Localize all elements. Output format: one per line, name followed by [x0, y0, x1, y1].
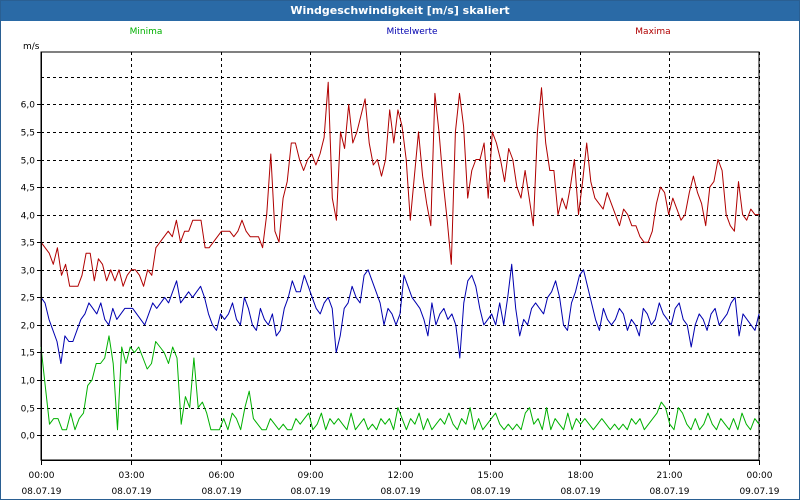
y-tick-label: 4,5 [21, 184, 35, 194]
legend-minima: Minima [130, 27, 163, 37]
x-tick-date: 08.07.19 [649, 487, 689, 497]
series-line-mittelwerte [40, 263, 760, 364]
y-tick-label: 6,0 [21, 101, 36, 111]
y-tick-label: 2,0 [21, 322, 36, 332]
axes: 0,0 0,5 1,0 1,5 2,0 2,5 3,0 3,5 4,0 4,5 5,0 5,5 6,0 0… [21, 42, 780, 497]
series-line-minima [40, 335, 760, 431]
x-tick-date: 08.07.19 [380, 487, 420, 497]
grid [40, 51, 760, 461]
chart-canvas: 0,0 0,5 1,0 1,5 2,0 2,5 3,0 3,5 4,0 4,5 5,0 5,5 6,0 0… [21, 27, 780, 497]
legend-maxima: Maxima [635, 27, 670, 37]
x-tick-date: 08.07.19 [111, 487, 151, 497]
y-tick-label: 0,5 [21, 405, 35, 415]
series-lines [40, 81, 760, 431]
x-tick-time: 09:00 [298, 471, 324, 481]
y-tick-label: 5,5 [21, 129, 35, 139]
x-tick-date: 09.07.19 [739, 487, 779, 497]
x-tick-date: 08.07.19 [560, 487, 600, 497]
x-tick-time: 03:00 [119, 471, 145, 481]
y-tick-label: 3,5 [21, 239, 35, 249]
y-tick-label: 4,0 [21, 212, 36, 222]
y-tick-label: 1,0 [21, 377, 36, 387]
x-tick-time: 21:00 [657, 471, 683, 481]
series-line-maxima [40, 81, 759, 287]
x-tick-time: 12:00 [388, 471, 414, 481]
legend: Minima Mittelwerte Maxima [130, 27, 671, 37]
y-tick-label: 2,5 [21, 294, 35, 304]
x-tick-time: 00:00 [747, 471, 773, 481]
window-title: Windgeschwindigkeit [m/s] skaliert [1, 1, 799, 21]
y-tick-label: 0,0 [21, 432, 36, 442]
y-tick-label: 1,5 [21, 349, 35, 359]
y-tick-label: 3,0 [21, 267, 36, 277]
x-tick-date: 08.07.19 [290, 487, 330, 497]
y-tick-label: 5,0 [21, 157, 36, 167]
y-axis-unit: m/s [23, 42, 40, 52]
x-tick-time: 15:00 [478, 471, 504, 481]
x-tick-time: 18:00 [568, 471, 594, 481]
x-tick-date: 08.07.19 [201, 487, 241, 497]
legend-mittelwerte: Mittelwerte [386, 27, 437, 37]
x-tick-time: 06:00 [209, 471, 235, 481]
x-tick-date: 08.07.19 [470, 487, 510, 497]
x-tick-time: 00:00 [29, 471, 55, 481]
x-tick-date: 08.07.19 [21, 487, 61, 497]
